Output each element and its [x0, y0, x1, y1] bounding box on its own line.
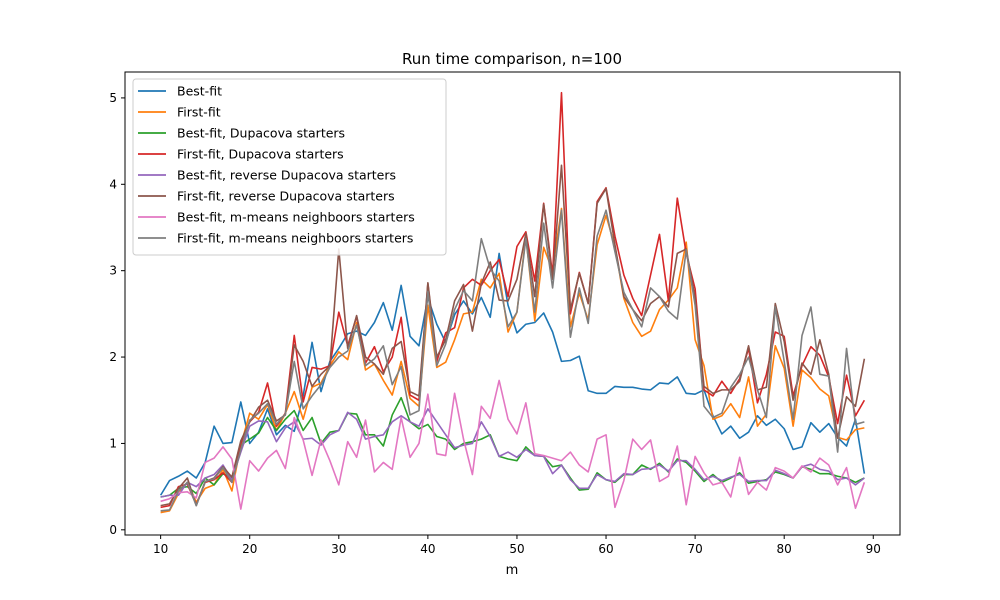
plot-lines: [159, 91, 866, 514]
legend: Best-fit First-fit Best-fit, Dupacova star…: [132, 78, 447, 256]
legend-entry-label: First-fit: [177, 105, 221, 120]
x-tick-label: 80: [777, 542, 792, 556]
series-line-3: [160, 396, 865, 498]
legend-entry-label: Best-fit: [177, 84, 222, 99]
x-tick-label: 20: [242, 542, 257, 556]
series-line-7: [160, 379, 866, 510]
y-tick-label: 0: [109, 523, 117, 537]
series-line-8: [160, 209, 865, 512]
series-line-6: [160, 164, 866, 507]
legend-entry-label: Best-fit, Dupacova starters: [177, 126, 345, 141]
plot-frame: [124, 71, 901, 536]
x-tick-label: 70: [687, 542, 702, 556]
x-tick-label: 90: [866, 542, 881, 556]
legend-entry-label: First-fit, reverse Dupacova starters: [177, 189, 395, 204]
y-axis-ticks: 0 1 2 3 4 5: [109, 91, 125, 537]
legend-box: [132, 78, 447, 256]
series-line-5: [160, 408, 865, 498]
y-tick-label: 3: [109, 264, 117, 278]
chart-title: Run time comparison, n=100: [402, 50, 622, 68]
y-tick-label: 2: [109, 350, 117, 364]
x-tick-label: 40: [420, 542, 435, 556]
legend-entry-label: Best-fit, reverse Dupacova starters: [177, 168, 396, 183]
x-tick-label: 60: [598, 542, 613, 556]
y-tick-label: 5: [109, 91, 117, 105]
x-tick-label: 30: [331, 542, 346, 556]
legend-entry-label: First-fit, m-means neighboors starters: [177, 231, 413, 246]
x-axis-ticks: 10 20 30 40 50 60 70 80 90: [153, 535, 881, 556]
x-tick-label: 10: [153, 542, 168, 556]
y-tick-label: 1: [109, 436, 117, 450]
y-tick-label: 4: [109, 177, 117, 191]
legend-entry-label: Best-fit, m-means neighboors starters: [177, 210, 415, 225]
legend-entry-label: First-fit, Dupacova starters: [177, 147, 344, 162]
x-tick-label: 50: [509, 542, 524, 556]
x-axis-label: m: [506, 563, 519, 578]
